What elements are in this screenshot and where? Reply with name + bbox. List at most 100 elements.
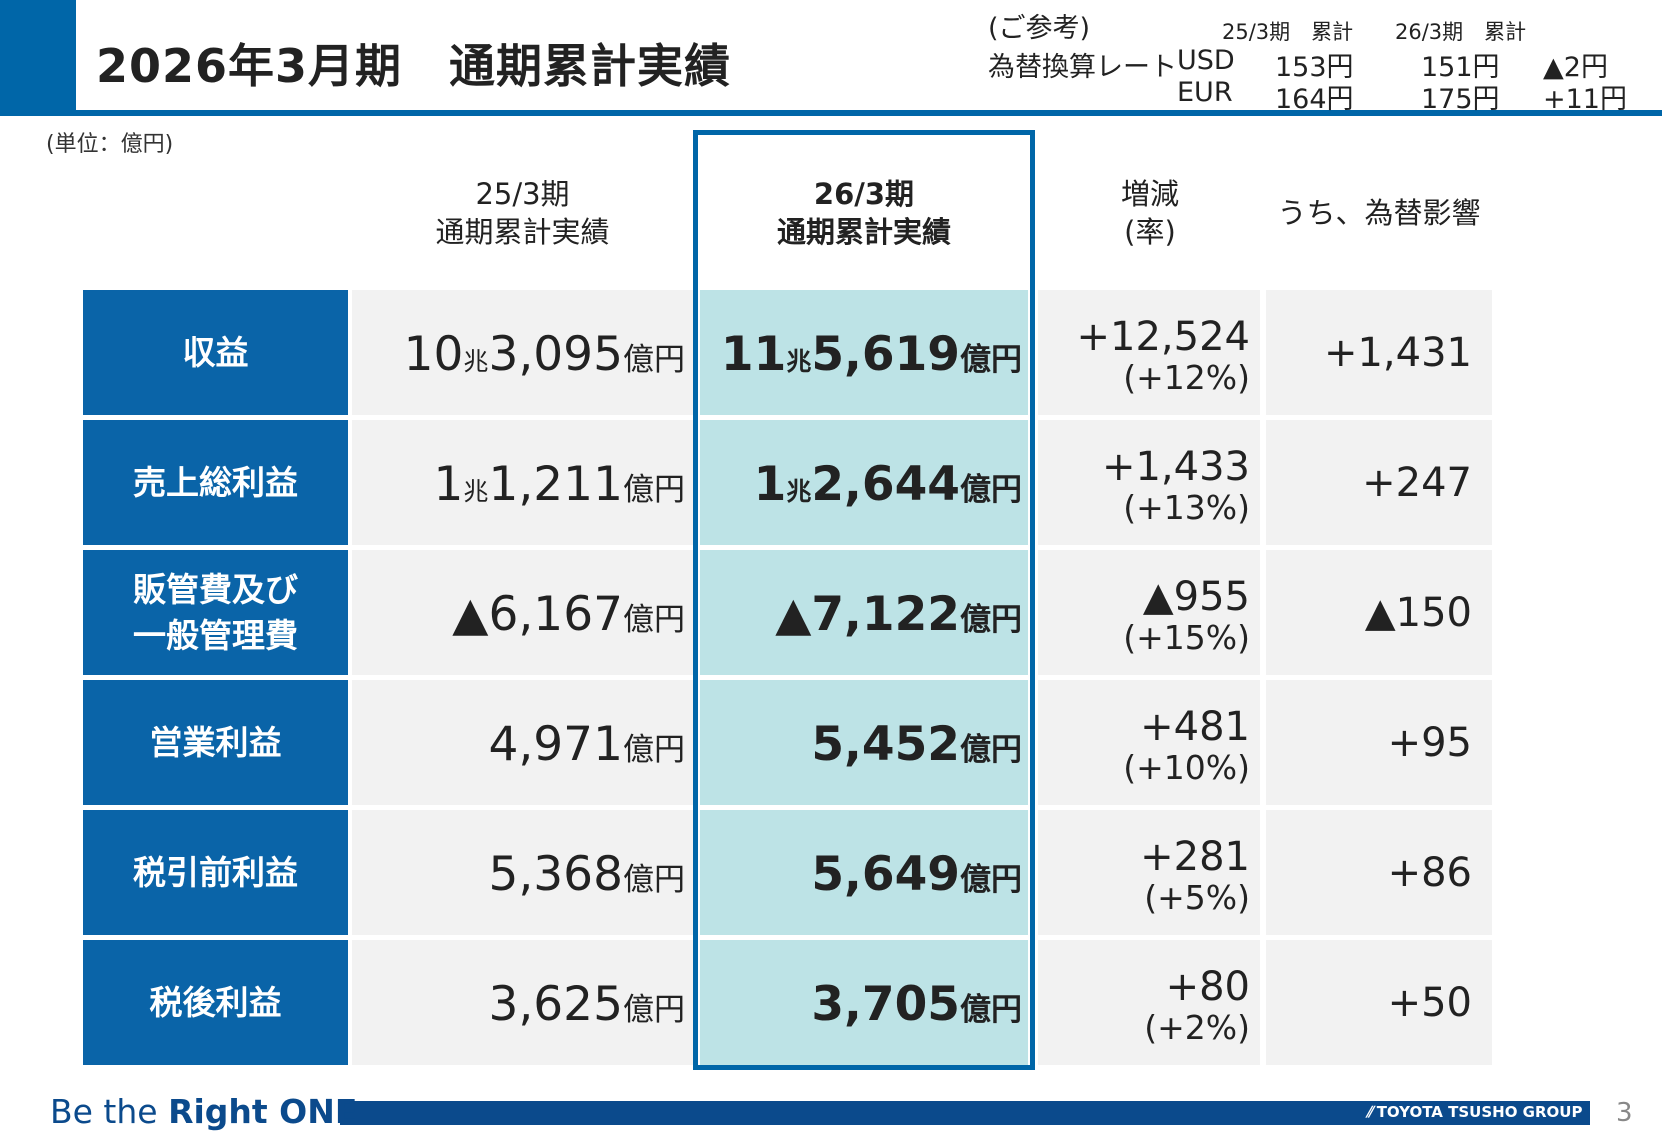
- table-row-gross-profit: 売上総利益 1兆1,211億円 1兆2,644億円 +1,433 (+13%) …: [0, 420, 1662, 545]
- curr-cho-unit: 兆: [786, 347, 812, 376]
- fx-impact-value: +247: [1362, 460, 1472, 506]
- fx-eur-currency: EUR: [1177, 77, 1233, 108]
- change-rate: (+12%): [1123, 358, 1250, 397]
- change-cell: +80 (+2%): [1038, 940, 1260, 1065]
- prev-unit: 億円: [623, 992, 685, 1028]
- change-rate: (+13%): [1123, 488, 1250, 527]
- company-logo: ⫽ TOYOTA TSUSHO GROUP: [1366, 1103, 1582, 1121]
- curr-cho-unit: 兆: [786, 477, 812, 506]
- change-rate: (+5%): [1144, 878, 1250, 917]
- curr-num: 5,619: [811, 327, 960, 382]
- logo-mark-icon: ⫽: [1366, 1103, 1373, 1121]
- prev-value-cell: 10兆3,095億円: [352, 290, 693, 415]
- prev-unit: 億円: [623, 732, 685, 768]
- fx-impact-value: +1,431: [1323, 330, 1472, 376]
- curr-unit: 億円: [960, 862, 1022, 898]
- prev-value: 4,971億円: [488, 716, 685, 779]
- curr-unit: 億円: [960, 732, 1022, 768]
- change-value: ▲955: [1142, 574, 1250, 620]
- column-header-change: 増減 (率): [1090, 175, 1210, 251]
- row-label: 販管費及び一般管理費: [83, 550, 348, 675]
- fx-impact-value: +95: [1387, 720, 1472, 766]
- change-cell: +281 (+5%): [1038, 810, 1260, 935]
- curr-value: 1兆2,644億円: [754, 456, 1022, 521]
- curr-value-cell: 5,452億円: [700, 680, 1028, 805]
- change-cell: +481 (+10%): [1038, 680, 1260, 805]
- prev-unit: 億円: [623, 602, 685, 638]
- prev-num: 3,095: [488, 327, 623, 382]
- prev-value: 10兆3,095億円: [404, 326, 685, 391]
- fx-usd-diff: ▲2円: [1543, 52, 1608, 83]
- row-label-line1: 販管費及び: [133, 569, 298, 609]
- prev-value-cell: 3,625億円: [352, 940, 693, 1065]
- prev-cho: 1: [433, 457, 464, 512]
- page-title: 2026年3月期 通期累計実績: [96, 39, 732, 93]
- table-row-revenue: 収益 10兆3,095億円 11兆5,619億円 +12,524 (+12%) …: [0, 290, 1662, 415]
- footer-brand-prefix: Be the: [50, 1092, 169, 1131]
- fx-impact-cell: +95: [1266, 680, 1492, 805]
- row-label: 税引前利益: [83, 810, 348, 935]
- column-header-curr: 26/3期 通期累計実績: [700, 175, 1028, 251]
- curr-cho: 11: [720, 327, 787, 382]
- fx-note: (ご参考): [988, 13, 1091, 44]
- fx-eur-prev: 164円: [1275, 84, 1354, 115]
- prev-num: 5,368: [488, 847, 623, 902]
- curr-value: 11兆5,619億円: [721, 326, 1022, 391]
- column-header-fx-impact: うち、為替影響: [1277, 196, 1481, 230]
- curr-num: 5,452: [811, 717, 960, 772]
- curr-unit: 億円: [960, 472, 1022, 508]
- curr-value-cell: 11兆5,619億円: [700, 290, 1028, 415]
- prev-value-cell: 1兆1,211億円: [352, 420, 693, 545]
- footer-brand-slogan: Be the Right ONE: [50, 1092, 357, 1131]
- page-number: 3: [1616, 1098, 1633, 1128]
- table-row-sga: 販管費及び 一般管理費 ▲6,167億円 ▲7,122億円 ▲955 (+15%)…: [0, 550, 1662, 675]
- fx-usd-currency: USD: [1177, 45, 1235, 76]
- curr-unit: 億円: [960, 602, 1022, 638]
- logo-text: TOYOTA TSUSHO GROUP: [1376, 1103, 1583, 1121]
- column-header-change-line2: (率): [1124, 215, 1176, 249]
- fx-impact-cell: ▲150: [1266, 550, 1492, 675]
- curr-unit: 億円: [960, 992, 1022, 1028]
- change-cell: +1,433 (+13%): [1038, 420, 1260, 545]
- footer-brand-bold: Right ONE: [168, 1092, 358, 1131]
- column-header-prev: 25/3期 通期累計実績: [352, 175, 693, 251]
- row-label-line2: 一般管理費: [133, 615, 298, 655]
- curr-num: 3,705: [811, 977, 960, 1032]
- change-rate: (+15%): [1123, 618, 1250, 657]
- prev-num: ▲6,167: [452, 587, 623, 642]
- change-value: +80: [1165, 964, 1250, 1010]
- curr-value-cell: ▲7,122億円: [700, 550, 1028, 675]
- fx-eur-curr: 175円: [1421, 84, 1500, 115]
- row-label: 収益: [83, 290, 348, 415]
- prev-value: 1兆1,211億円: [434, 456, 685, 521]
- fx-col-curr: 26/3期 累計: [1395, 20, 1527, 44]
- change-value: +481: [1140, 704, 1250, 750]
- fx-impact-cell: +1,431: [1266, 290, 1492, 415]
- prev-value: 5,368億円: [488, 846, 685, 909]
- prev-cho-unit: 兆: [463, 347, 489, 376]
- fx-impact-value: +50: [1387, 980, 1472, 1026]
- change-cell: ▲955 (+15%): [1038, 550, 1260, 675]
- header-accent-block: [0, 0, 76, 114]
- curr-value-cell: 1兆2,644億円: [700, 420, 1028, 545]
- change-value: +281: [1140, 834, 1250, 880]
- curr-value-cell: 5,649億円: [700, 810, 1028, 935]
- column-header-curr-line2: 通期累計実績: [776, 215, 951, 249]
- prev-num: 4,971: [488, 717, 623, 772]
- unit-note: (単位：億円): [46, 132, 174, 157]
- change-rate: (+10%): [1123, 748, 1250, 787]
- column-header-prev-line2: 通期累計実績: [435, 215, 610, 249]
- change-cell: +12,524 (+12%): [1038, 290, 1260, 415]
- table-row-pretax-profit: 税引前利益 5,368億円 5,649億円 +281 (+5%) +86: [0, 810, 1662, 935]
- curr-value-cell: 3,705億円: [700, 940, 1028, 1065]
- row-label: 営業利益: [83, 680, 348, 805]
- prev-value-cell: 5,368億円: [352, 810, 693, 935]
- fx-impact-cell: +247: [1266, 420, 1492, 545]
- curr-cho: 1: [753, 457, 787, 512]
- curr-value: 5,452億円: [811, 716, 1022, 779]
- fx-label: 為替換算レート: [988, 52, 1177, 83]
- curr-value: 3,705億円: [811, 976, 1022, 1039]
- fx-impact-value: ▲150: [1364, 590, 1472, 636]
- table-row-operating-profit: 営業利益 4,971億円 5,452億円 +481 (+10%) +95: [0, 680, 1662, 805]
- prev-unit: 億円: [623, 472, 685, 508]
